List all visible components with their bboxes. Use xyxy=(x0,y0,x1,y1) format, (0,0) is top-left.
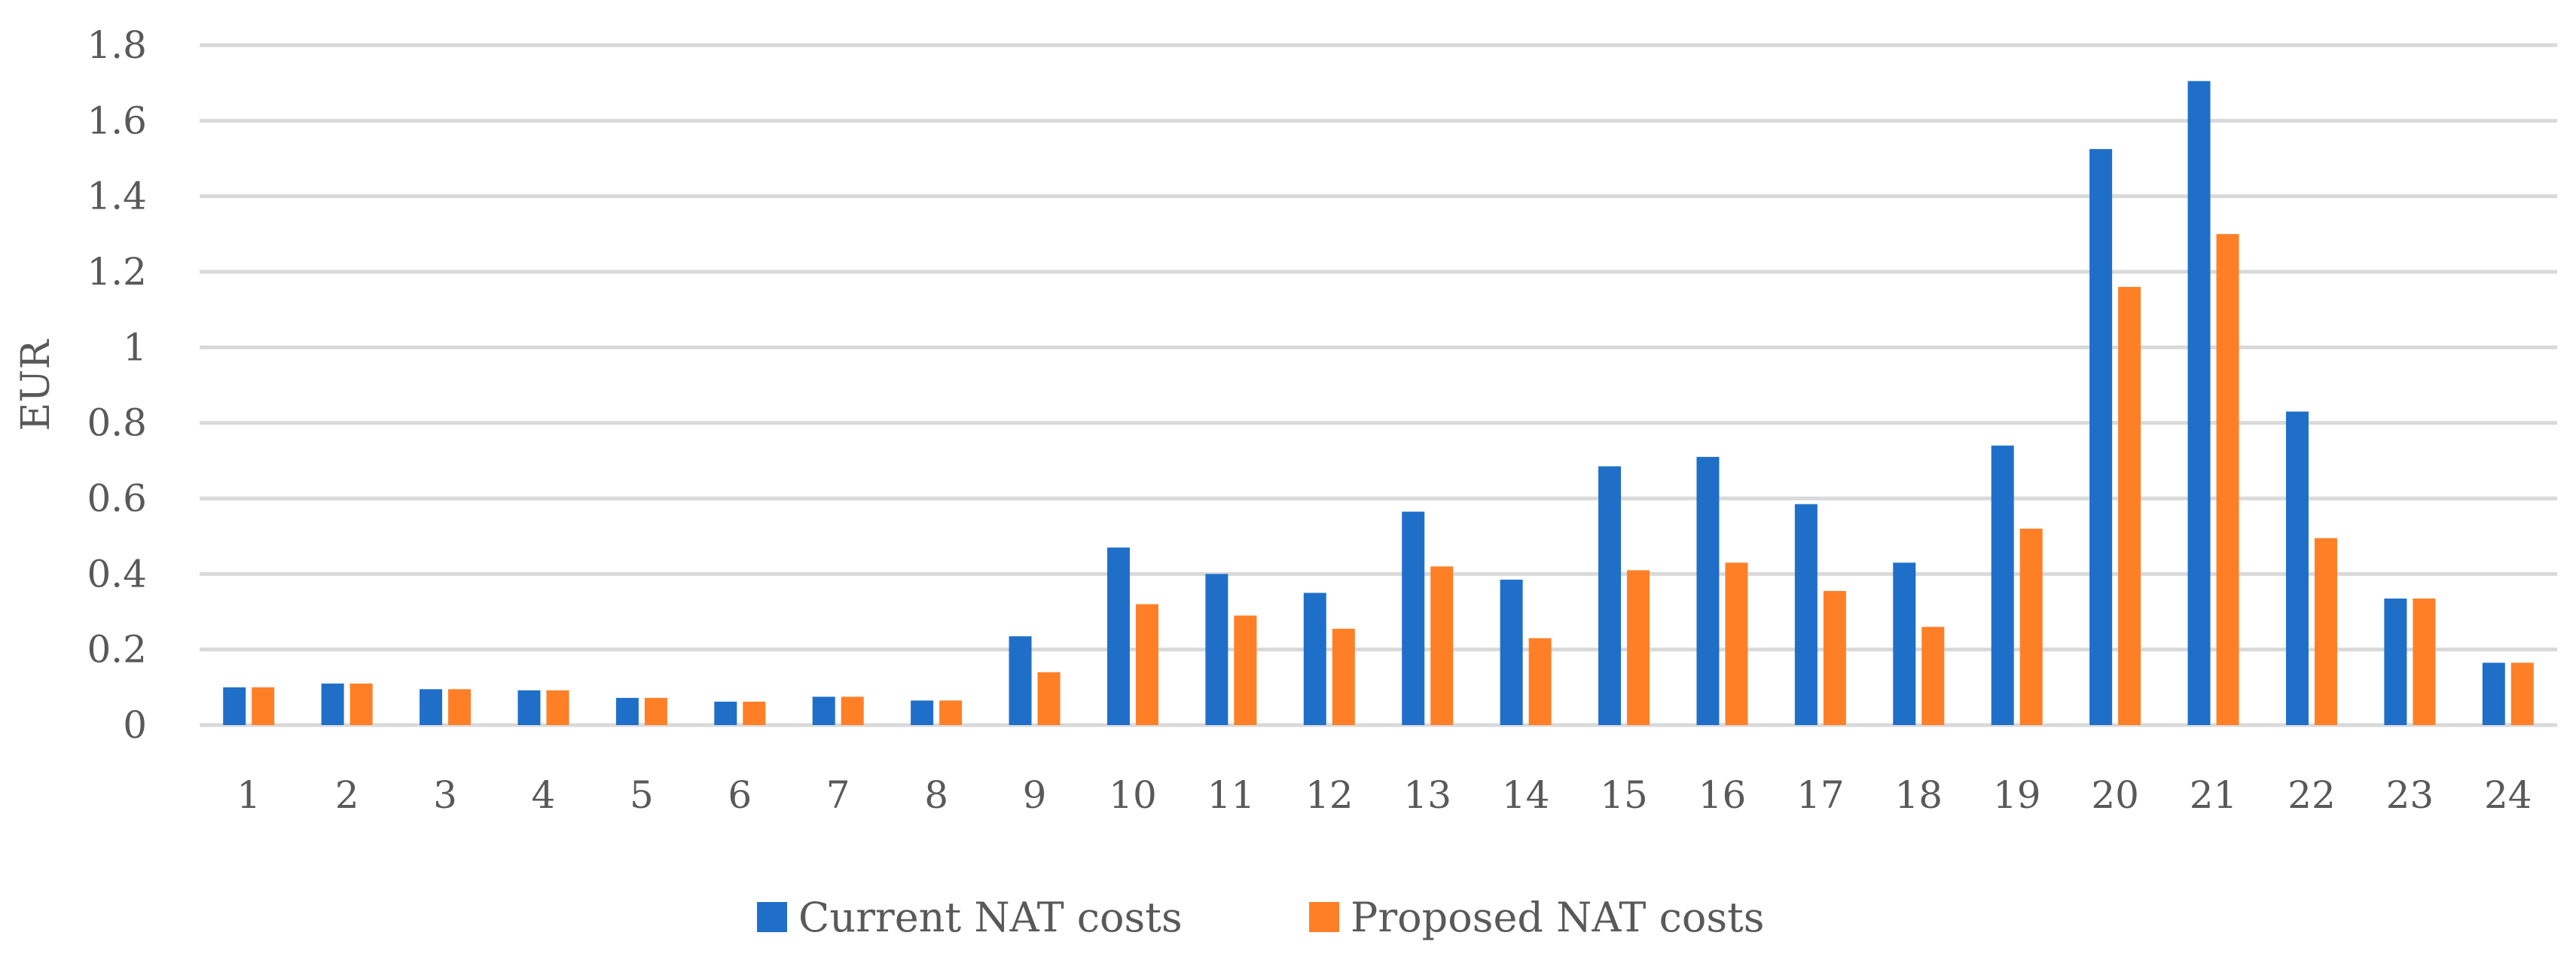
y-axis-title: EUR xyxy=(14,339,59,431)
x-tick-label: 9 xyxy=(1023,773,1047,817)
x-tick-label: 16 xyxy=(1699,773,1747,817)
legend: Current NAT costs Proposed NAT costs xyxy=(757,894,1765,941)
y-tick-label: 0.2 xyxy=(87,628,147,672)
x-tick-label: 4 xyxy=(532,773,556,817)
bar-proposed-21 xyxy=(2216,233,2239,725)
legend-label-current: Current NAT costs xyxy=(798,894,1183,941)
bar-proposed-12 xyxy=(1332,629,1355,725)
x-tick-label: 18 xyxy=(1894,773,1943,817)
bar-proposed-6 xyxy=(743,701,766,725)
legend-label-proposed: Proposed NAT costs xyxy=(1351,894,1765,941)
bar-proposed-8 xyxy=(939,700,963,725)
y-axis-labels: 0 0.2 0.4 0.6 0.8 1 1.2 1.4 1.6 1.8 xyxy=(87,23,147,747)
bar-current-13 xyxy=(1402,511,1425,725)
bar-proposed-2 xyxy=(349,683,373,725)
x-tick-label: 20 xyxy=(2091,773,2139,817)
bar-current-8 xyxy=(911,700,934,725)
bar-proposed-7 xyxy=(841,696,864,725)
bar-proposed-9 xyxy=(1037,672,1061,725)
bar-proposed-23 xyxy=(2413,598,2436,725)
x-tick-label: 23 xyxy=(2386,773,2434,817)
x-tick-label: 22 xyxy=(2288,773,2336,817)
bar-proposed-10 xyxy=(1135,604,1158,725)
bar-current-5 xyxy=(615,697,639,725)
bar-proposed-11 xyxy=(1234,615,1257,725)
bar-current-22 xyxy=(2285,411,2309,725)
bar-current-17 xyxy=(1794,504,1818,725)
bar-current-9 xyxy=(1009,636,1032,725)
bar-current-11 xyxy=(1205,574,1228,725)
x-tick-label: 8 xyxy=(924,773,948,817)
bar-proposed-22 xyxy=(2314,538,2337,725)
bar-current-15 xyxy=(1598,466,1622,725)
bar-current-19 xyxy=(1991,445,2014,725)
y-tick-label: 1.6 xyxy=(87,99,147,142)
bar-proposed-19 xyxy=(2019,529,2043,725)
bar-current-1 xyxy=(223,687,246,725)
y-tick-label: 1.2 xyxy=(87,250,147,294)
bar-current-4 xyxy=(517,690,541,725)
y-tick-label: 1 xyxy=(123,325,147,369)
y-tick-label: 0 xyxy=(123,703,147,747)
x-tick-label: 1 xyxy=(237,773,261,817)
bar-current-2 xyxy=(321,683,344,725)
y-tick-label: 1.4 xyxy=(87,175,147,218)
bar-proposed-18 xyxy=(1921,626,1945,725)
bar-current-21 xyxy=(2187,81,2211,726)
x-tick-label: 12 xyxy=(1305,773,1354,817)
bar-proposed-3 xyxy=(448,689,472,725)
x-tick-label: 13 xyxy=(1403,773,1451,817)
bar-proposed-15 xyxy=(1627,570,1650,725)
bar-current-10 xyxy=(1106,547,1130,725)
x-tick-label: 6 xyxy=(728,773,752,817)
bar-current-23 xyxy=(2384,598,2407,725)
x-tick-label: 24 xyxy=(2484,773,2532,817)
x-tick-label: 3 xyxy=(433,773,457,817)
legend-swatch-current xyxy=(757,902,787,932)
x-tick-label: 21 xyxy=(2190,773,2238,817)
gridlines xyxy=(200,43,2557,727)
bar-current-12 xyxy=(1303,593,1326,725)
x-tick-label: 5 xyxy=(630,773,654,817)
bar-proposed-14 xyxy=(1528,638,1552,725)
bar-current-18 xyxy=(1893,562,1916,725)
bar-proposed-4 xyxy=(546,690,569,725)
bar-proposed-17 xyxy=(1823,590,1846,725)
x-tick-label: 17 xyxy=(1796,773,1845,817)
y-tick-label: 0.8 xyxy=(87,401,147,445)
x-axis-labels: 1 2 3 4 5 6 7 8 9 10 11 12 13 14 15 16 17 18 19 20 21 22 23 24 xyxy=(237,773,2532,817)
y-tick-label: 1.8 xyxy=(87,23,147,67)
x-tick-label: 14 xyxy=(1502,773,1550,817)
bar-current-14 xyxy=(1500,579,1523,725)
bar-current-6 xyxy=(714,701,737,725)
x-tick-label: 2 xyxy=(335,773,359,817)
bar-current-20 xyxy=(2089,148,2113,726)
x-tick-label: 7 xyxy=(826,773,850,817)
x-tick-label: 19 xyxy=(1993,773,2041,817)
bar-current-3 xyxy=(420,689,443,725)
bar-proposed-16 xyxy=(1725,562,1748,725)
bar-proposed-24 xyxy=(2510,663,2534,725)
bar-current-7 xyxy=(812,696,835,725)
bar-proposed-13 xyxy=(1430,566,1454,725)
x-tick-label: 11 xyxy=(1207,773,1256,817)
x-tick-label: 10 xyxy=(1109,773,1157,817)
bar-proposed-1 xyxy=(252,687,275,725)
y-tick-label: 0.6 xyxy=(87,477,147,520)
bar-proposed-20 xyxy=(2118,287,2141,726)
bar-proposed-5 xyxy=(644,697,667,725)
bar-current-16 xyxy=(1696,456,1720,725)
bars xyxy=(223,81,2534,726)
y-tick-label: 0.4 xyxy=(87,552,147,596)
x-tick-label: 15 xyxy=(1600,773,1648,817)
bar-current-24 xyxy=(2482,663,2505,725)
legend-swatch-proposed xyxy=(1309,902,1339,932)
